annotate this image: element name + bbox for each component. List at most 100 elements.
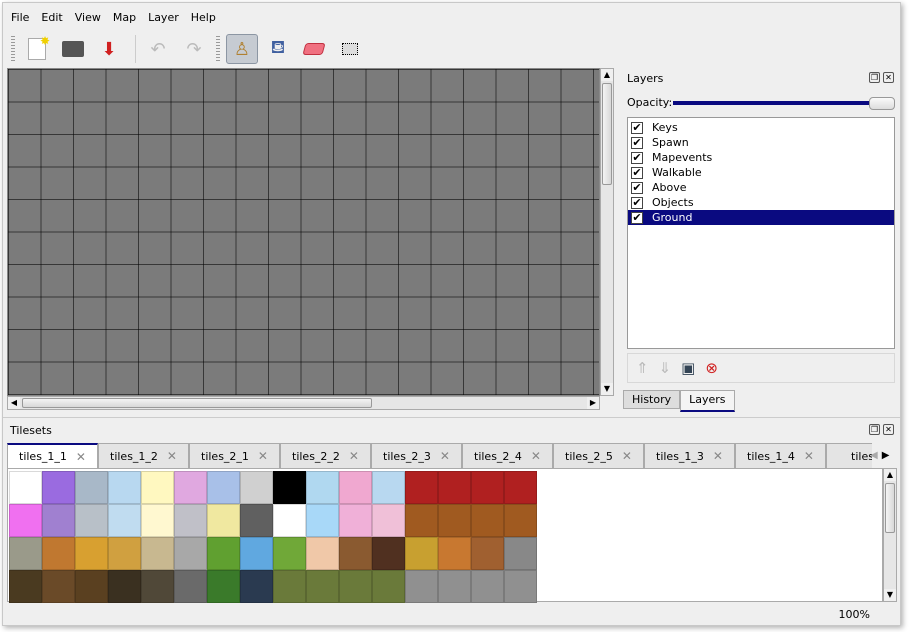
tile[interactable] xyxy=(273,570,306,603)
tile[interactable] xyxy=(207,570,240,603)
tile[interactable] xyxy=(405,504,438,537)
tile[interactable] xyxy=(207,504,240,537)
layer-item[interactable]: ✔ Spawn xyxy=(628,135,894,150)
visibility-checkbox[interactable]: ✔ xyxy=(631,120,643,134)
menu-layer[interactable]: Layer xyxy=(148,11,179,24)
tile[interactable] xyxy=(240,537,273,570)
tile[interactable] xyxy=(504,471,537,504)
tile[interactable] xyxy=(174,570,207,603)
tile[interactable] xyxy=(273,471,306,504)
tile[interactable] xyxy=(9,471,42,504)
scroll-up-icon[interactable]: ▲ xyxy=(884,469,896,481)
close-tab-icon[interactable]: ✕ xyxy=(439,449,450,463)
tile[interactable] xyxy=(438,570,471,603)
tile[interactable] xyxy=(108,471,141,504)
close-tab-icon[interactable]: ✕ xyxy=(348,449,359,463)
tileset-tab[interactable]: tiles_1_2 ✕ xyxy=(98,443,189,468)
tile[interactable] xyxy=(306,570,339,603)
stamp-brush-icon[interactable]: ♙ xyxy=(226,34,258,64)
tile[interactable] xyxy=(372,570,405,603)
tile[interactable] xyxy=(75,471,108,504)
tile[interactable] xyxy=(9,537,42,570)
tile[interactable] xyxy=(240,570,273,603)
tile[interactable] xyxy=(438,537,471,570)
tab-layers[interactable]: Layers xyxy=(680,390,735,412)
opacity-slider-handle[interactable] xyxy=(869,97,895,110)
tile[interactable] xyxy=(9,504,42,537)
redo-icon[interactable]: ↷ xyxy=(186,38,202,60)
tab-history[interactable]: History xyxy=(623,390,681,409)
layer-item[interactable]: ✔ Keys xyxy=(628,120,894,135)
tile[interactable] xyxy=(42,504,75,537)
tile[interactable] xyxy=(9,570,42,603)
visibility-checkbox[interactable]: ✔ xyxy=(631,210,643,224)
menu-edit[interactable]: Edit xyxy=(41,11,63,24)
tile[interactable] xyxy=(174,504,207,537)
tile[interactable] xyxy=(42,471,75,504)
map-horizontal-scrollbar[interactable]: ◀ ▶ xyxy=(7,396,600,410)
menu-map[interactable]: Map xyxy=(112,11,137,24)
toolbar-grip[interactable] xyxy=(11,36,15,62)
float-icon[interactable]: ❐ xyxy=(869,424,880,435)
menu-file[interactable]: File xyxy=(11,11,30,24)
tab-scroll-right-icon[interactable]: ▶ xyxy=(881,450,890,461)
tile[interactable] xyxy=(471,570,504,603)
tile[interactable] xyxy=(108,504,141,537)
close-tab-icon[interactable]: ✕ xyxy=(621,449,632,463)
tile[interactable] xyxy=(75,570,108,603)
layer-item[interactable]: ✔ Walkable xyxy=(628,165,894,180)
new-file-icon[interactable]: ✸ xyxy=(21,34,53,64)
layer-item[interactable]: ✔ Above xyxy=(628,180,894,195)
scroll-right-icon[interactable]: ▶ xyxy=(587,397,599,409)
menu-view[interactable]: View xyxy=(74,11,101,24)
tile[interactable] xyxy=(504,504,537,537)
tileset-tab[interactable]: tiles_1_1 ✕ xyxy=(7,443,98,468)
close-tab-icon[interactable]: ✕ xyxy=(75,449,86,464)
close-tab-icon[interactable]: ✕ xyxy=(712,449,723,463)
remove-layer-icon[interactable]: ⊗ xyxy=(705,359,718,377)
save-icon[interactable]: ⬇ xyxy=(101,38,117,60)
visibility-checkbox[interactable]: ✔ xyxy=(631,135,643,149)
tile[interactable] xyxy=(372,537,405,570)
move-layer-up-icon[interactable]: ⇑ xyxy=(636,359,649,377)
tile[interactable] xyxy=(141,537,174,570)
tile[interactable] xyxy=(405,537,438,570)
visibility-checkbox[interactable]: ✔ xyxy=(631,150,643,164)
tile[interactable] xyxy=(42,570,75,603)
tile[interactable] xyxy=(405,471,438,504)
tile[interactable] xyxy=(207,471,240,504)
scroll-down-icon[interactable]: ▼ xyxy=(884,589,896,601)
tile[interactable] xyxy=(240,471,273,504)
tileset-view[interactable] xyxy=(7,468,883,603)
layer-item-selected[interactable]: ✔ Ground xyxy=(628,210,894,225)
toolbar-grip[interactable] xyxy=(216,36,220,62)
tile[interactable] xyxy=(471,471,504,504)
close-tab-icon[interactable]: ✕ xyxy=(803,449,814,463)
tab-scroll-left-icon[interactable]: ◀ xyxy=(870,450,878,461)
bucket-fill-icon[interactable]: ⛾ xyxy=(270,37,286,58)
tile[interactable] xyxy=(504,570,537,603)
tile[interactable] xyxy=(306,537,339,570)
tile[interactable] xyxy=(504,537,537,570)
rectangle-select-icon[interactable] xyxy=(334,34,366,64)
close-icon[interactable]: ✕ xyxy=(883,424,894,435)
map-vertical-scrollbar[interactable]: ▲ ▼ xyxy=(600,68,614,396)
tile[interactable] xyxy=(141,504,174,537)
visibility-checkbox[interactable]: ✔ xyxy=(631,165,643,179)
tile[interactable] xyxy=(471,537,504,570)
scroll-thumb[interactable] xyxy=(885,483,895,533)
tileset-vertical-scrollbar[interactable]: ▲ ▼ xyxy=(883,468,897,602)
close-tab-icon[interactable]: ✕ xyxy=(166,449,177,463)
tile[interactable] xyxy=(174,471,207,504)
tile[interactable] xyxy=(339,471,372,504)
tile[interactable] xyxy=(306,504,339,537)
tileset-tab[interactable]: tiles_1_3 ✕ xyxy=(644,443,735,468)
tile[interactable] xyxy=(339,504,372,537)
tile[interactable] xyxy=(372,504,405,537)
tile[interactable] xyxy=(471,504,504,537)
tile[interactable] xyxy=(306,471,339,504)
menu-help[interactable]: Help xyxy=(190,11,216,24)
open-icon[interactable] xyxy=(57,34,89,64)
tile[interactable] xyxy=(75,504,108,537)
move-layer-down-icon[interactable]: ⇓ xyxy=(658,359,672,377)
